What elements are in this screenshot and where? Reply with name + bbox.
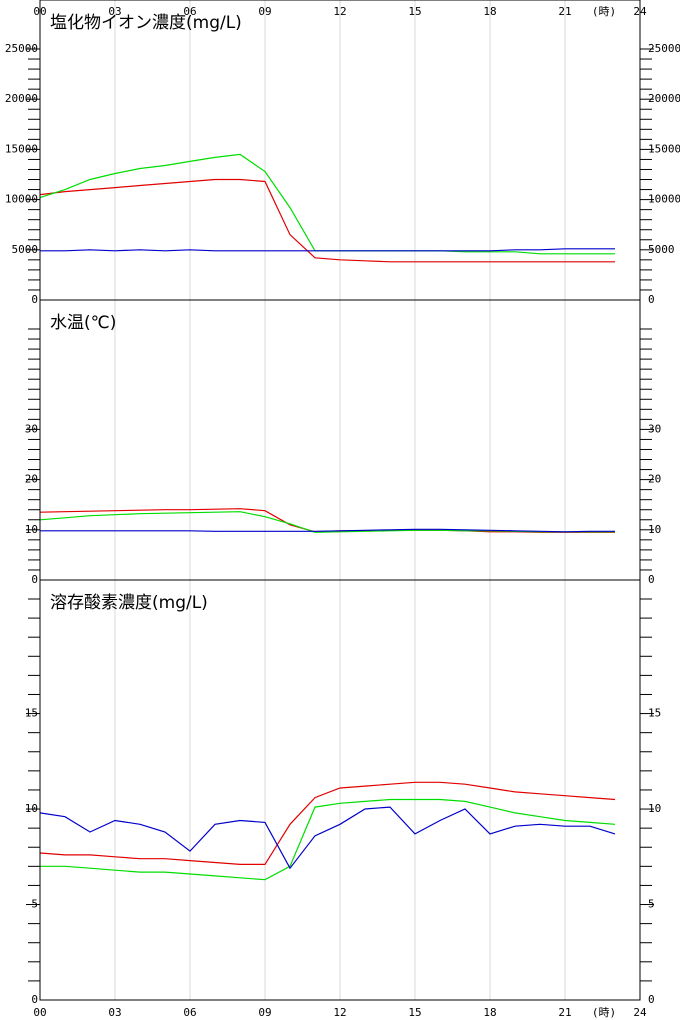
series-line-red (39, 508, 615, 533)
y-tick-label-right: 25000 (648, 42, 680, 55)
x-tick-label-bottom: 09 (258, 1006, 271, 1019)
x-tick-label-bottom: 03 (108, 1006, 121, 1019)
y-tick-label-right: 30 (648, 422, 661, 435)
series-line-green (40, 798, 616, 881)
series-line-red (39, 178, 615, 263)
series-layer (39, 153, 616, 881)
panel-title: 溶存酸素濃度(mg/L) (50, 593, 208, 613)
x-tick-label-bottom: 12 (333, 1006, 346, 1019)
y-tick-label-right: 10 (648, 802, 661, 815)
y-tick-label-right: 0 (648, 993, 655, 1006)
x-unit-label-top: (時) (592, 5, 616, 18)
y-tick-label-right: 10 (648, 523, 661, 536)
frame-layer (26, 0, 654, 1001)
series-line-green (39, 153, 615, 255)
x-tick-label-top: 24 (633, 5, 647, 18)
y-tick-label-right: 5000 (648, 243, 675, 256)
series-line-red (39, 781, 616, 866)
x-tick-label-top: 09 (258, 5, 271, 18)
y-tick-label-left: 20000 (5, 92, 38, 105)
series-line-green (39, 511, 615, 533)
chart-frame (39, 0, 641, 1001)
series-line-blue (40, 248, 615, 252)
x-tick-label-bottom: 24 (633, 1006, 647, 1019)
y-tick-label-left: 10 (25, 802, 38, 815)
x-tick-label-top: 03 (108, 5, 121, 18)
series-line-blue (39, 806, 616, 870)
y-tick-label-right: 10000 (648, 193, 680, 206)
y-tick-label-left: 0 (31, 993, 38, 1006)
y-tick-label-left: 10 (25, 523, 38, 536)
panel-title: 塩化物イオン濃度(mg/L) (50, 13, 242, 33)
x-tick-label-top: 21 (558, 5, 571, 18)
y-tick-label-left: 10000 (5, 193, 38, 206)
y-tick-label-right: 20000 (648, 92, 680, 105)
y-tick-label-right: 15 (648, 707, 661, 720)
x-tick-label-bottom: 21 (558, 1006, 571, 1019)
y-tick-label-left: 30 (25, 422, 38, 435)
y-tick-label-right: 20 (648, 473, 661, 486)
y-tick-label-left: 5000 (12, 243, 39, 256)
x-tick-label-bottom: 18 (483, 1006, 496, 1019)
x-tick-label-bottom: 15 (408, 1006, 421, 1019)
y-tick-label-left: 0 (31, 573, 38, 586)
x-tick-label-bottom: 00 (33, 1006, 46, 1019)
panel-title: 水温(℃) (50, 313, 116, 333)
x-unit-label-bottom: (時) (592, 1006, 616, 1019)
y-tick-label-left: 15 (25, 707, 38, 720)
series-line-blue (40, 528, 615, 533)
y-tick-label-right: 15000 (648, 142, 680, 155)
x-tick-label-top: 00 (33, 5, 46, 18)
y-tick-label-left: 5 (31, 898, 38, 911)
y-tick-label-left: 15000 (5, 142, 38, 155)
grid-layer (114, 0, 566, 1000)
y-tick-label-left: 25000 (5, 42, 38, 55)
x-tick-label-top: 06 (183, 5, 196, 18)
x-tick-label-top: 12 (333, 5, 346, 18)
x-tick-label-bottom: 06 (183, 1006, 196, 1019)
x-tick-label-top: 15 (408, 5, 421, 18)
x-tick-label-top: 18 (483, 5, 496, 18)
y-tick-label-left: 20 (25, 473, 38, 486)
y-tick-label-right: 0 (648, 293, 655, 306)
y-tick-label-left: 0 (31, 293, 38, 306)
y-tick-label-right: 0 (648, 573, 655, 586)
y-tick-label-right: 5 (648, 898, 655, 911)
